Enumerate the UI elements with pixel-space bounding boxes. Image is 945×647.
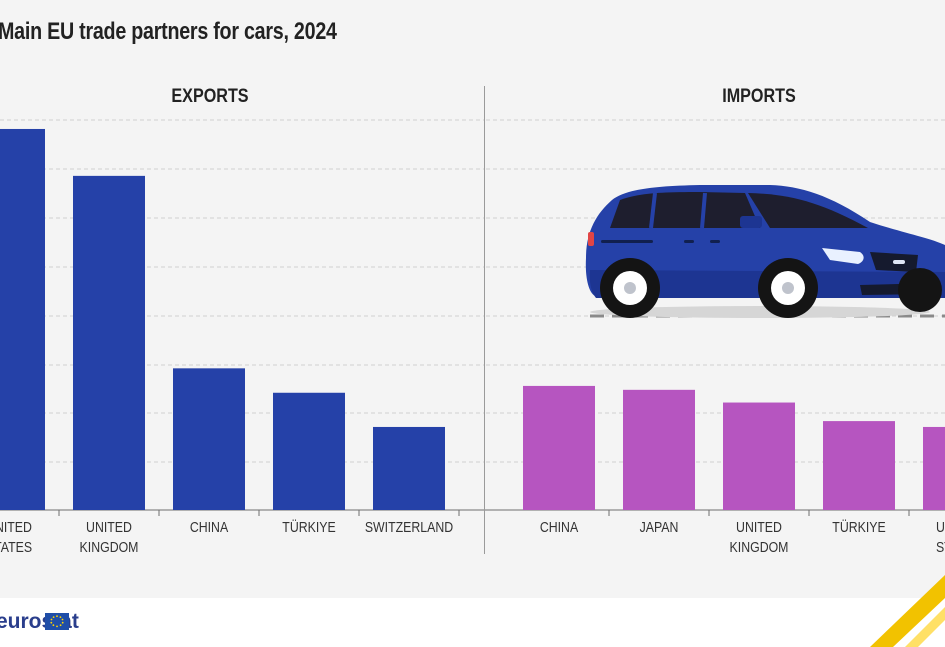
imports-bar [823, 421, 895, 510]
exports-bar [273, 392, 345, 510]
x-tick-label: UNITED STATES [0, 520, 33, 556]
x-tick-label: UNITED KINGDOM [729, 520, 789, 556]
imports-bar [923, 426, 945, 510]
panel-divider [484, 86, 485, 554]
imports-bar [523, 385, 595, 510]
x-tick-label: JAPAN [639, 520, 679, 536]
x-tick-label: UNITED KINGDOM [79, 520, 139, 556]
exports-bar [0, 128, 45, 510]
chart-title: Main EU trade partners for cars, 2024 [0, 18, 337, 45]
exports-bar [73, 175, 145, 510]
x-tick-label: SWITZERLAND [364, 520, 454, 536]
exports-panel-title: EXPORTS [171, 86, 249, 107]
imports-bar [623, 389, 695, 510]
exports-bar [173, 368, 245, 510]
x-tick-label: UNITED STATES [935, 520, 945, 556]
footer [0, 598, 945, 647]
imports-bar [723, 402, 795, 510]
exports-bar [373, 426, 445, 510]
imports-panel-title: IMPORTS [722, 86, 796, 107]
x-tick-label: CHINA [539, 520, 579, 536]
eu-flag-icon [45, 613, 69, 630]
x-tick-label: TÜRKIYE [282, 520, 336, 536]
x-tick-label: TÜRKIYE [832, 520, 886, 536]
x-tick-label: CHINA [189, 520, 229, 536]
